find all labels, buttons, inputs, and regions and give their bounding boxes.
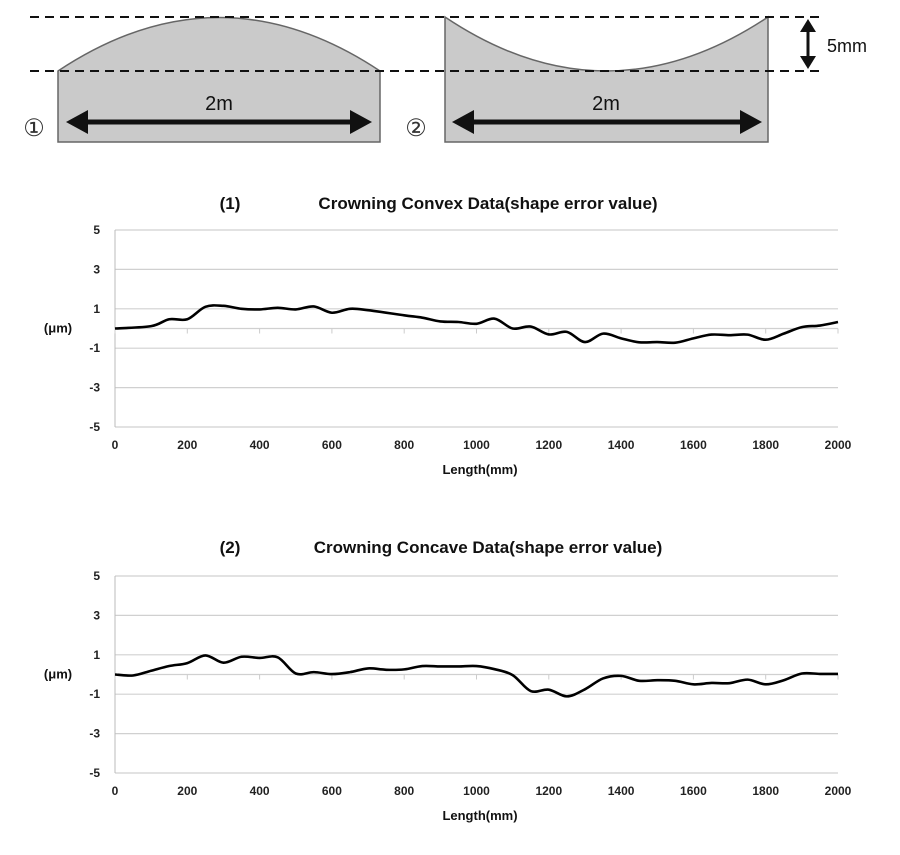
- x-tick-label: 1600: [680, 784, 707, 798]
- x-axis-label: Length(mm): [442, 462, 517, 477]
- convex-chart: (1) Crowning Convex Data(shape error valu…: [44, 194, 852, 477]
- shape1-number: ①: [23, 115, 45, 142]
- height-label: 5mm: [827, 36, 867, 56]
- y-tick-label: 1: [93, 302, 100, 316]
- x-tick-label: 200: [177, 784, 197, 798]
- shape2-number: ②: [405, 115, 427, 142]
- x-tick-label: 800: [394, 784, 414, 798]
- convex-shape: [57, 16, 381, 143]
- x-tick-label: 200: [177, 438, 197, 452]
- width-label-1: 2m: [205, 93, 233, 115]
- width-arrow-1: [66, 110, 372, 134]
- chart-number: (1): [220, 194, 241, 213]
- y-tick-label: -3: [89, 381, 100, 395]
- chart-title: Crowning Concave Data(shape error value): [314, 538, 663, 557]
- y-tick-label: 5: [93, 223, 100, 237]
- x-tick-label: 1600: [680, 438, 707, 452]
- height-arrow: [800, 19, 816, 69]
- x-tick-label: 1200: [535, 438, 562, 452]
- x-tick-label: 1000: [463, 438, 490, 452]
- x-tick-label: 1400: [608, 438, 635, 452]
- x-tick-label: 2000: [825, 784, 852, 798]
- x-tick-label: 1800: [752, 784, 779, 798]
- x-tick-label: 1200: [535, 784, 562, 798]
- data-line: [114, 304, 839, 345]
- x-tick-label: 800: [394, 438, 414, 452]
- x-tick-label: 1000: [463, 784, 490, 798]
- y-tick-label: -1: [89, 341, 100, 355]
- concave-chart: (2) Crowning Concave Data(shape error val…: [44, 538, 852, 823]
- x-tick-label: 2000: [825, 438, 852, 452]
- y-tick-label: 3: [93, 608, 100, 622]
- y-tick-label: 3: [93, 262, 100, 276]
- y-tick-label: 5: [93, 569, 100, 583]
- x-tick-label: 600: [322, 784, 342, 798]
- crowning-shape-diagram: 2m 2m 5mm ① ②: [23, 15, 867, 143]
- width-arrow-2: [452, 110, 762, 134]
- y-tick-label: -5: [89, 420, 100, 434]
- width-label-2: 2m: [592, 93, 620, 115]
- y-axis-label: (μm): [44, 321, 72, 336]
- y-tick-label: -1: [89, 687, 100, 701]
- data-line: [114, 654, 839, 698]
- y-axis-label: (μm): [44, 667, 72, 682]
- x-tick-label: 0: [112, 784, 119, 798]
- y-tick-label: 1: [93, 648, 100, 662]
- x-tick-label: 400: [250, 438, 270, 452]
- chart-title: Crowning Convex Data(shape error value): [318, 194, 657, 213]
- x-tick-label: 1400: [608, 784, 635, 798]
- x-tick-label: 1800: [752, 438, 779, 452]
- y-tick-label: -5: [89, 766, 100, 780]
- chart-number: (2): [220, 538, 241, 557]
- concave-shape: [444, 15, 769, 143]
- x-tick-label: 0: [112, 438, 119, 452]
- x-tick-label: 600: [322, 438, 342, 452]
- y-tick-label: -3: [89, 727, 100, 741]
- x-tick-label: 400: [250, 784, 270, 798]
- x-axis-label: Length(mm): [442, 808, 517, 823]
